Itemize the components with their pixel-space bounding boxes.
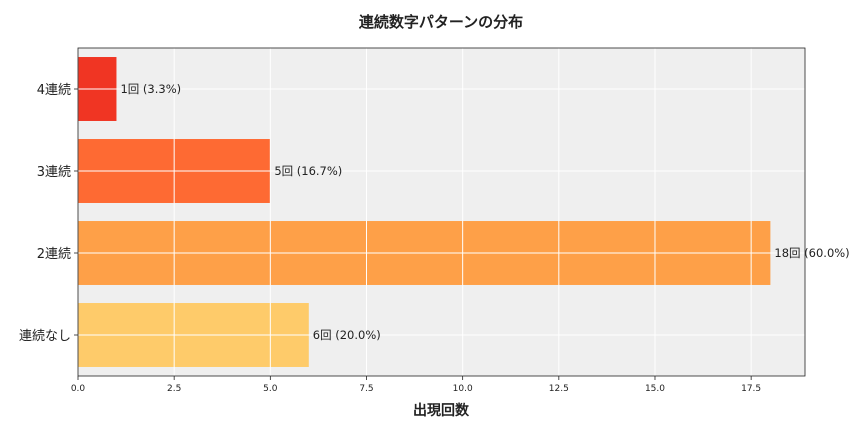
chart-title: 連続数字パターンの分布 xyxy=(359,13,523,31)
y-tick-label: 連続なし xyxy=(19,329,71,344)
y-tick-label: 4連続 xyxy=(37,83,71,98)
x-tick-label: 17.5 xyxy=(741,384,761,394)
data-label: 18回 (60.0%) xyxy=(774,246,849,260)
x-tick-label: 12.5 xyxy=(549,384,569,394)
plot-frame xyxy=(77,47,806,377)
data-labels: 1回 (3.3%) 5回 (16.7%) 18回 (60.0%) 6回 (20.0%) xyxy=(120,82,849,342)
data-label: 1回 (3.3%) xyxy=(120,82,181,96)
y-tick-label: 2連続 xyxy=(37,247,71,262)
x-tick-label: 0.0 xyxy=(71,384,86,394)
y-tick-label: 3連続 xyxy=(37,165,71,180)
x-tick-label: 5.0 xyxy=(263,384,278,394)
x-axis-label: 出現回数 xyxy=(413,402,470,419)
grid-lines xyxy=(77,48,805,376)
data-label: 6回 (20.0%) xyxy=(313,328,381,342)
x-axis-ticks: 0.0 2.5 5.0 7.5 10.0 12.5 15.0 17.5 xyxy=(71,376,761,394)
x-tick-label: 2.5 xyxy=(167,384,181,394)
x-tick-label: 7.5 xyxy=(359,384,373,394)
x-tick-label: 10.0 xyxy=(453,384,473,394)
data-label: 5回 (16.7%) xyxy=(274,164,342,178)
x-tick-label: 15.0 xyxy=(645,384,665,394)
